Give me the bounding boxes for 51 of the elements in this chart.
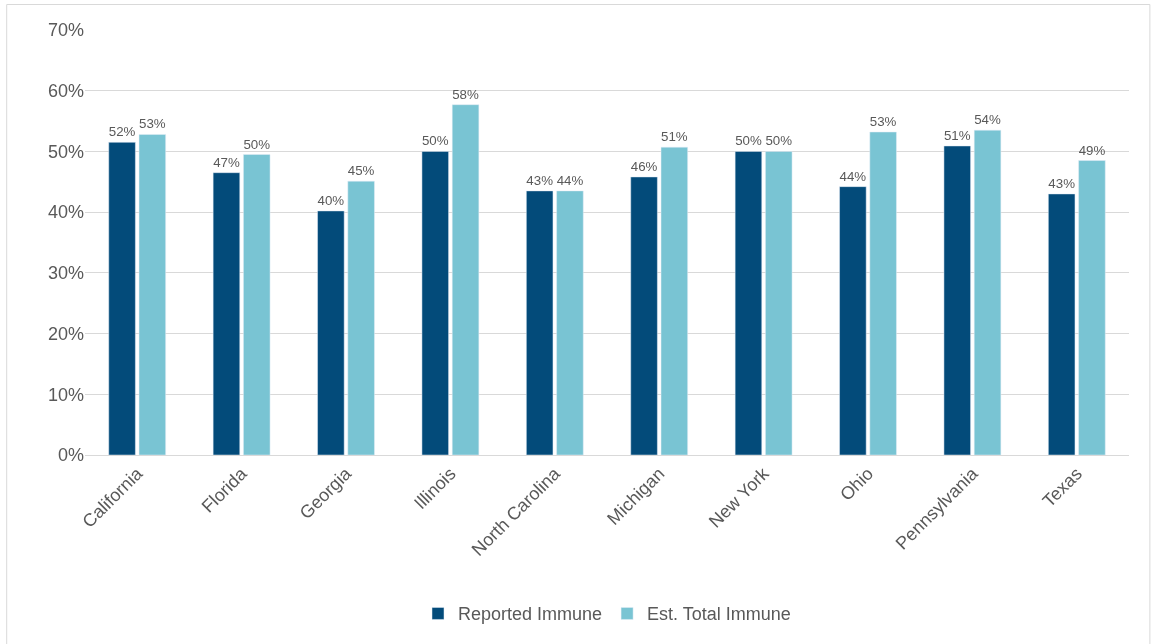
data-label: 50% xyxy=(735,133,762,149)
data-label: 58% xyxy=(452,86,480,102)
bar xyxy=(138,134,166,455)
bar xyxy=(421,151,449,455)
data-label: 43% xyxy=(526,172,554,188)
data-label: 50% xyxy=(765,133,793,149)
data-label: 43% xyxy=(1048,175,1076,191)
data-label: 54% xyxy=(974,112,1002,128)
bar xyxy=(630,176,658,455)
y-tick-label: 70% xyxy=(47,20,84,41)
bar xyxy=(734,151,763,455)
y-tick-label: 20% xyxy=(47,323,84,344)
bar xyxy=(108,142,136,455)
data-label: 44% xyxy=(839,168,867,184)
data-label: 51% xyxy=(661,129,688,145)
bar xyxy=(243,154,271,455)
x-tick-label: Ohio xyxy=(836,463,878,505)
data-label: 53% xyxy=(869,114,897,130)
y-tick-label: 50% xyxy=(47,141,84,162)
data-label: 45% xyxy=(347,163,375,179)
y-tick-label: 30% xyxy=(47,263,84,284)
bar xyxy=(526,190,554,455)
bar xyxy=(317,210,345,455)
data-label: 46% xyxy=(630,158,658,174)
bar xyxy=(765,151,793,455)
bar xyxy=(556,190,584,455)
data-label: 50% xyxy=(421,133,449,149)
bar xyxy=(1048,193,1076,455)
bar xyxy=(869,131,897,455)
data-label: 40% xyxy=(317,192,345,208)
y-tick-label: 10% xyxy=(47,384,84,405)
data-label: 53% xyxy=(139,116,166,132)
bar xyxy=(943,145,971,455)
bar xyxy=(1078,160,1106,455)
y-tick-label: 0% xyxy=(57,445,84,466)
data-label: 50% xyxy=(243,136,271,152)
data-label: 49% xyxy=(1078,142,1106,158)
data-label: 52% xyxy=(108,124,136,140)
y-tick-label: 40% xyxy=(47,202,84,223)
data-label: 51% xyxy=(943,128,971,143)
bar xyxy=(839,186,867,455)
legend-label: Reported Immune xyxy=(458,604,603,625)
data-label: 44% xyxy=(556,172,584,188)
bar xyxy=(347,180,375,455)
bar xyxy=(451,104,480,455)
legend-label: Est. Total Immune xyxy=(647,604,791,625)
data-label: 47% xyxy=(213,154,240,170)
bar xyxy=(973,129,1002,455)
y-tick-label: 60% xyxy=(47,81,84,102)
bar xyxy=(212,172,241,455)
bar xyxy=(660,146,688,455)
